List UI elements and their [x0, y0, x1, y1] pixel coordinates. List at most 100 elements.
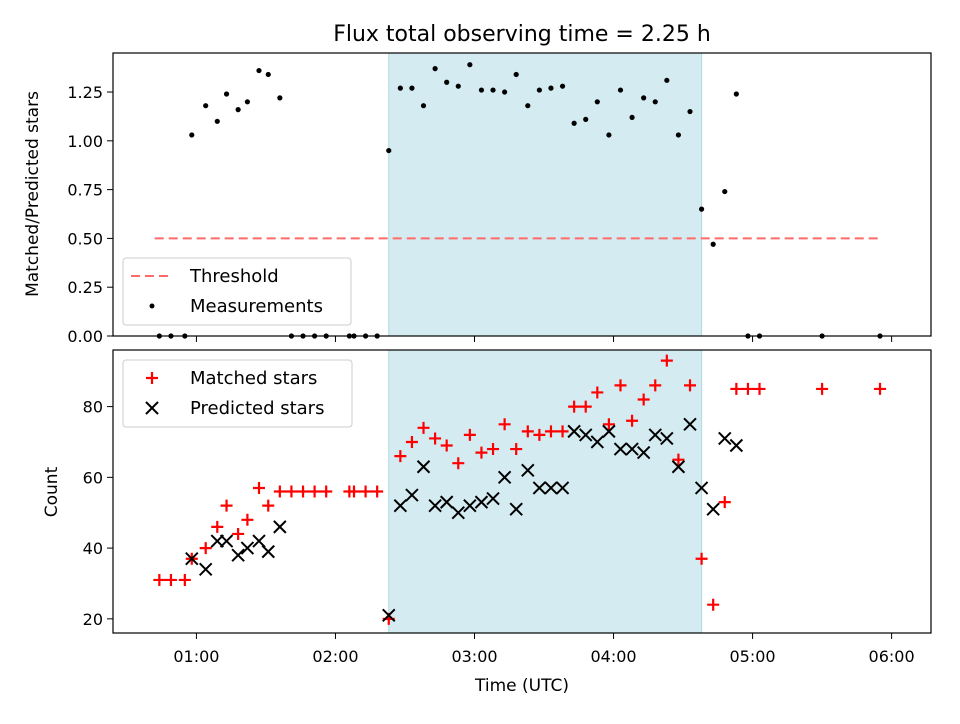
measurement-point [432, 66, 438, 72]
matched-star-marker [649, 379, 662, 392]
measurements-legend-swatch [149, 303, 155, 309]
predicted-star-marker [521, 463, 535, 477]
matched-star-marker [637, 393, 650, 406]
predicted-legend-swatch [145, 401, 159, 415]
measurement-point [478, 87, 485, 93]
ratio-ytick-label: 1.25 [67, 83, 103, 102]
predicted-star-marker [532, 481, 547, 495]
x-axis-label: Time (UTC) [474, 676, 569, 696]
measurement-point [617, 87, 624, 93]
measurement-point [455, 83, 461, 89]
matched-star-marker [371, 485, 384, 498]
ratio-ytick-label: 0.50 [67, 229, 103, 248]
matched-star-marker [556, 425, 569, 438]
matched-star-marker [753, 382, 766, 395]
matched-star-marker [660, 354, 673, 367]
predicted-star-marker [497, 470, 512, 485]
matched-star-marker [359, 485, 372, 498]
measurement-point [525, 103, 531, 109]
matched-star-marker [510, 443, 523, 456]
measurement-point [664, 77, 670, 83]
matched-legend-label: Matched stars [190, 368, 317, 389]
matched-star-marker [568, 400, 581, 413]
matched-star-marker [440, 439, 453, 452]
measurement-point [467, 62, 473, 68]
measurement-point [214, 118, 220, 124]
measurement-point [548, 85, 554, 91]
measurement-point [571, 120, 577, 126]
matched-star-marker [262, 499, 275, 512]
predicted-star-marker [602, 424, 616, 439]
matched-star-marker [718, 496, 731, 509]
matched-star-marker [816, 382, 829, 395]
predicted-star-marker [273, 520, 287, 534]
ratio-ytick-label: 1.00 [67, 132, 103, 151]
matched-star-marker [544, 425, 557, 438]
predicted-star-marker [463, 498, 477, 513]
count-ytick-label: 60 [83, 468, 103, 487]
matched-star-marker [684, 379, 697, 392]
measurement-point [265, 71, 271, 78]
count-xtick-label: 02:00 [312, 647, 358, 666]
measurement-point [629, 114, 635, 121]
matched-star-marker [220, 499, 233, 512]
matched-star-marker [273, 485, 286, 498]
count-ylabel: Count [42, 466, 62, 517]
predicted-star-marker [718, 431, 732, 446]
measurement-point [420, 103, 427, 109]
predicted-star-marker [544, 481, 558, 495]
count-legend-box [122, 359, 353, 428]
predicted-star-marker [625, 442, 639, 456]
matched-star-marker [695, 552, 708, 565]
predicted-star-marker [636, 445, 651, 460]
matched-star-marker [232, 527, 245, 540]
predicted-star-marker [240, 541, 255, 555]
predicted-star-marker [393, 498, 408, 513]
matched-star-marker [626, 414, 639, 427]
measurement-point [244, 99, 251, 105]
matched-star-marker [707, 598, 720, 611]
count-xtick-label: 01:00 [173, 647, 219, 666]
measurement-point [652, 99, 658, 105]
matched-star-marker [164, 573, 177, 586]
threshold-legend-label: Threshold [189, 266, 279, 287]
measurement-point [490, 87, 496, 93]
predicted-star-marker [198, 562, 213, 577]
matched-star-marker [308, 485, 321, 498]
predicted-star-marker [416, 460, 431, 474]
predicted-star-marker [405, 488, 419, 502]
predicted-star-marker [694, 481, 709, 495]
matched-star-marker [672, 453, 685, 466]
predicted-star-marker [261, 544, 275, 559]
predicted-star-marker [451, 506, 465, 520]
matched-star-marker [285, 485, 298, 498]
matched-star-marker [297, 485, 310, 498]
matched-star-marker [394, 450, 407, 463]
matched-star-marker [241, 513, 254, 526]
predicted-star-marker [660, 431, 674, 446]
predicted-star-marker [555, 481, 570, 495]
matched-star-marker [211, 520, 224, 533]
predicted-star-marker [428, 498, 442, 513]
measurement-point [536, 87, 542, 93]
predicted-star-marker [382, 608, 396, 623]
predicted-star-marker [509, 502, 523, 516]
matched-star-marker [579, 400, 592, 413]
matched-star-marker [347, 485, 360, 498]
matched-star-marker [591, 386, 604, 399]
measurement-point [513, 71, 519, 78]
predicted-star-marker [648, 428, 662, 442]
measurement-point [698, 206, 705, 212]
measurement-point [641, 95, 647, 101]
ratio-panel: 0.00 0.25 0.50 0.75 1.00 1.25 Matched/Predict… [23, 52, 932, 346]
measurement-point [235, 107, 241, 113]
predicted-star-marker [185, 552, 199, 566]
ratio-observing-window [388, 52, 703, 337]
measurement-point [606, 132, 612, 138]
predicted-star-marker [579, 428, 593, 442]
count-panel-frame [112, 349, 932, 634]
measurement-point [559, 83, 566, 89]
measurement-point [203, 103, 209, 109]
